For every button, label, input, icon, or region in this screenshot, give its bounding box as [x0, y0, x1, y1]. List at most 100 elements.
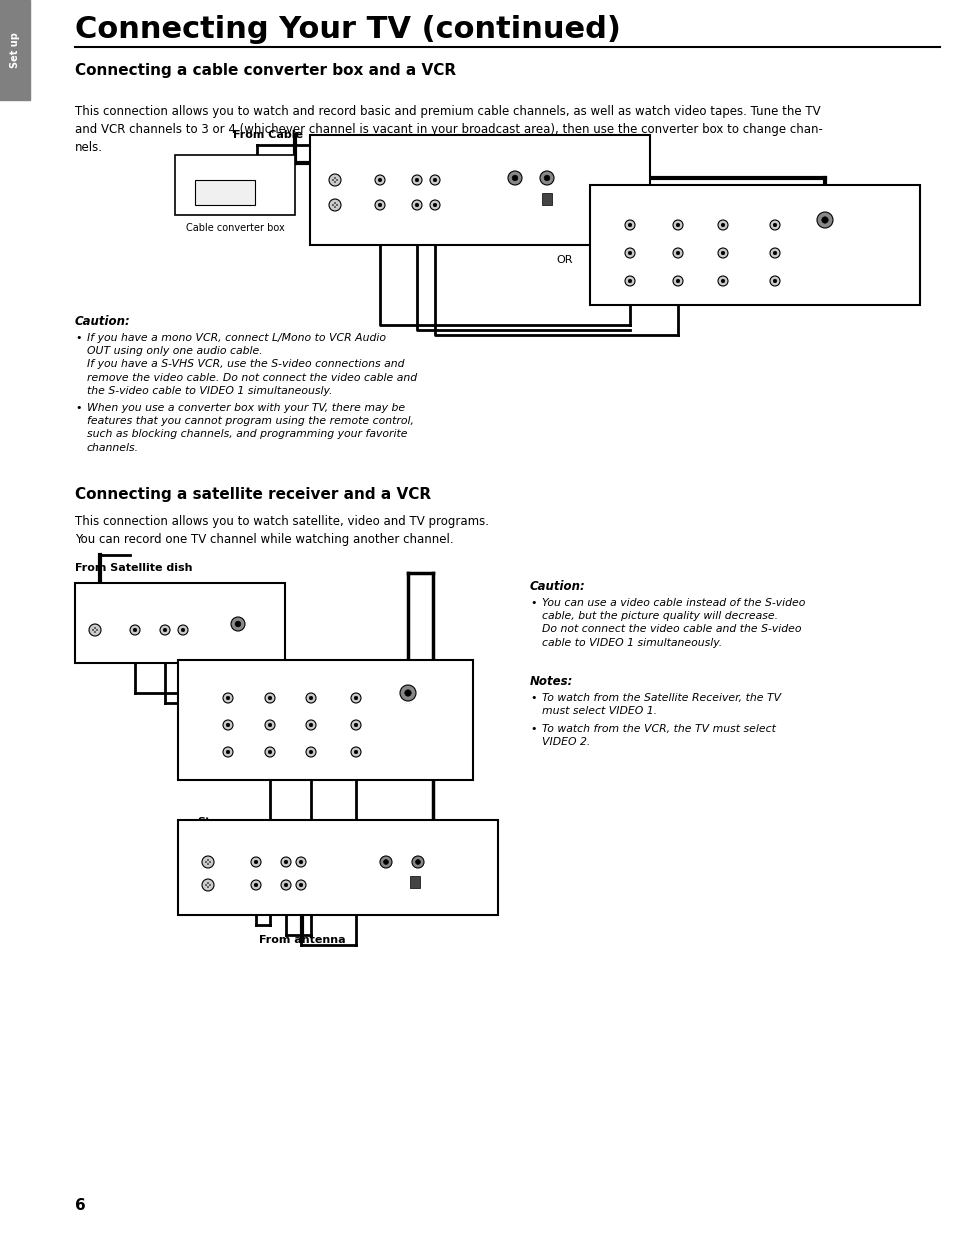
Circle shape [309, 750, 313, 753]
Text: IN from ANT  OUT to TV: IN from ANT OUT to TV [361, 839, 443, 845]
Text: COLOR
STREAM
INPUT: COLOR STREAM INPUT [709, 196, 735, 214]
Circle shape [672, 275, 682, 287]
Text: From Cable: From Cable [233, 130, 303, 140]
Circle shape [628, 279, 631, 283]
Text: IN: IN [314, 879, 321, 885]
Circle shape [329, 174, 340, 186]
Circle shape [430, 200, 439, 210]
Circle shape [412, 175, 421, 185]
Text: To watch from the VCR, the TV must select
VIDEO 2.: To watch from the VCR, the TV must selec… [541, 724, 775, 747]
Circle shape [720, 224, 724, 227]
Text: AUDIO: AUDIO [619, 264, 639, 269]
Text: OUT: OUT [450, 198, 465, 206]
Circle shape [433, 204, 436, 206]
Text: Notes:: Notes: [530, 676, 573, 688]
Text: This connection allows you to watch satellite, video and TV programs.
You can re: This connection allows you to watch sate… [75, 515, 489, 546]
Circle shape [209, 861, 211, 863]
Text: S-VIDEO: S-VIDEO [193, 839, 222, 845]
Circle shape [718, 220, 727, 230]
Circle shape [207, 887, 209, 888]
Text: OUT: OUT [855, 189, 873, 198]
Text: AUDIO: AUDIO [158, 601, 181, 608]
Circle shape [205, 861, 207, 863]
Text: MONO: MONO [346, 709, 366, 715]
Circle shape [720, 279, 724, 283]
Text: This connection allows you to watch and record basic and premium cable channels,: This connection allows you to watch and … [75, 105, 822, 154]
Text: Satellite Receiver: Satellite Receiver [125, 588, 234, 598]
Text: VIDEO: VIDEO [124, 604, 146, 610]
Circle shape [676, 224, 679, 227]
Circle shape [334, 203, 335, 204]
Circle shape [354, 724, 357, 726]
Text: VIDEO: VIDEO [368, 152, 392, 162]
Circle shape [512, 175, 517, 180]
Text: VIDEO 1: VIDEO 1 [617, 298, 642, 303]
Circle shape [816, 212, 832, 228]
Text: CH3: CH3 [526, 190, 542, 200]
Circle shape [335, 204, 337, 206]
Text: MONO: MONO [217, 709, 238, 715]
Circle shape [334, 182, 335, 183]
Text: VIDEO: VIDEO [215, 678, 240, 687]
Text: CH3: CH3 [395, 874, 410, 881]
Circle shape [412, 200, 421, 210]
Bar [75, 583, 285, 663]
Text: •: • [530, 724, 536, 734]
Circle shape [335, 179, 337, 180]
Circle shape [163, 629, 167, 632]
Text: ANT
(75Ω): ANT (75Ω) [395, 671, 416, 689]
Circle shape [539, 170, 554, 185]
Text: OUT: OUT [414, 663, 432, 673]
Circle shape [543, 175, 549, 180]
Circle shape [375, 200, 385, 210]
Text: R: R [181, 611, 185, 616]
Text: S-VIDEO: S-VIDEO [319, 152, 350, 162]
Circle shape [209, 884, 211, 885]
Bar [589, 185, 919, 305]
Circle shape [130, 625, 140, 635]
Text: MONO: MONO [619, 237, 639, 242]
Circle shape [299, 861, 302, 863]
Bar [310, 135, 649, 245]
Circle shape [769, 275, 780, 287]
Text: AUDIO: AUDIO [284, 837, 307, 844]
Circle shape [624, 275, 635, 287]
Circle shape [281, 857, 291, 867]
Circle shape [207, 882, 209, 884]
Text: ANT
(75Ω): ANT (75Ω) [810, 195, 832, 215]
Circle shape [628, 251, 631, 254]
Text: OUT: OUT [314, 856, 329, 862]
Text: CH4: CH4 [395, 885, 410, 892]
Circle shape [404, 690, 411, 697]
Circle shape [383, 860, 388, 864]
Circle shape [231, 618, 245, 631]
Text: OUT: OUT [196, 624, 212, 630]
Circle shape [284, 861, 288, 863]
Text: AUDIO: AUDIO [345, 736, 366, 741]
Text: OUT: OUT [248, 163, 266, 172]
Bar [194, 180, 254, 205]
Text: Connecting a satellite receiver and a VCR: Connecting a satellite receiver and a VC… [75, 488, 431, 503]
Text: Caution:: Caution: [75, 315, 131, 329]
Text: VIDEO: VIDEO [618, 203, 641, 211]
Text: VIDEO: VIDEO [257, 678, 282, 687]
Text: VIDEO: VIDEO [762, 203, 786, 211]
Text: Satellite IN: Satellite IN [216, 603, 259, 611]
Circle shape [821, 217, 827, 224]
Circle shape [254, 861, 257, 863]
Text: COLOR
STREAM
INPUT: COLOR STREAM INPUT [298, 672, 323, 688]
Text: OR: OR [557, 254, 573, 266]
Circle shape [507, 170, 521, 185]
Text: You can use a video cable instead of the S-video
cable, but the picture quality : You can use a video cable instead of the… [541, 598, 804, 647]
Circle shape [718, 275, 727, 287]
Bar [0, 0, 30, 100]
Text: From Satellite dish: From Satellite dish [75, 563, 193, 573]
Circle shape [351, 747, 360, 757]
Circle shape [223, 693, 233, 703]
Text: •: • [75, 403, 81, 412]
Circle shape [268, 750, 272, 753]
Circle shape [226, 750, 230, 753]
Circle shape [773, 279, 776, 283]
Circle shape [251, 857, 261, 867]
Circle shape [628, 224, 631, 227]
